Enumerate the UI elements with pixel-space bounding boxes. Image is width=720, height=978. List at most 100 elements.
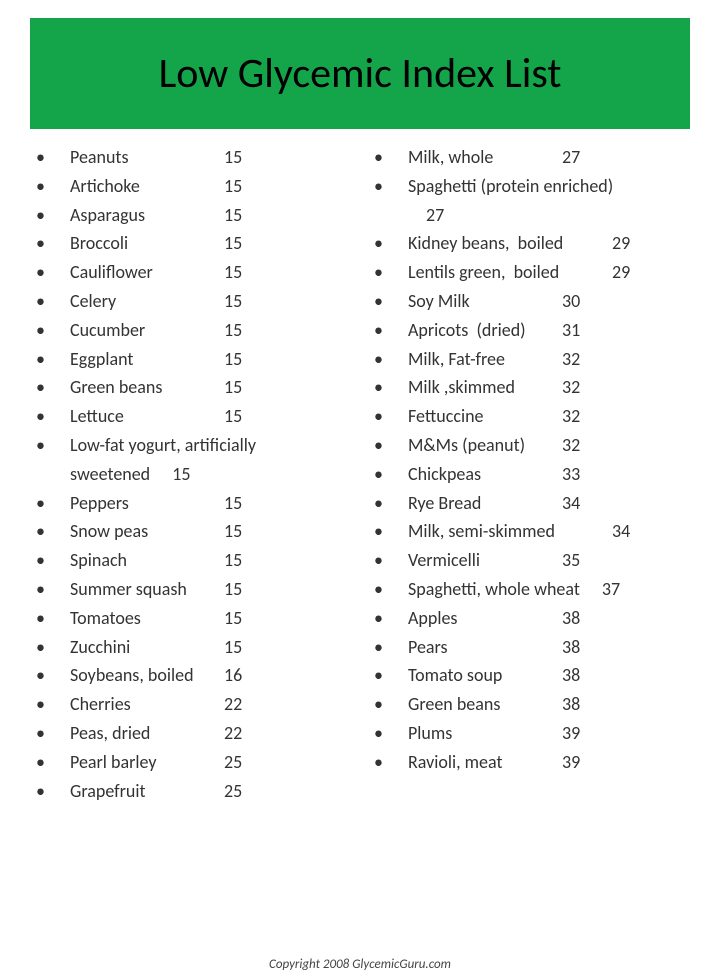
food-name: Apricots (dried) [408, 316, 562, 345]
list-item-text: Peanuts15 [60, 143, 354, 172]
bullet-icon: • [28, 777, 60, 806]
list-item-text: Asparagus15 [60, 201, 354, 230]
list-item: •Tomatoes15 [28, 604, 354, 633]
list-item: •Ravioli, meat39 [366, 748, 692, 777]
bullet-icon: • [366, 431, 398, 460]
bullet-icon: • [28, 489, 60, 518]
bullet-icon: • [28, 661, 60, 690]
food-name: M&Ms (peanut) [408, 431, 562, 460]
list-item-text: Ravioli, meat39 [398, 748, 692, 777]
list-item: •Milk, Fat-free32 [366, 345, 692, 374]
list-item-text: Kidney beans, boiled29 [398, 229, 692, 258]
bullet-icon: • [28, 517, 60, 546]
bullet-icon: • [366, 229, 398, 258]
bullet-icon: • [366, 489, 398, 518]
list-item: •Eggplant15 [28, 345, 354, 374]
list-item-text: Cherries22 [60, 690, 354, 719]
list-item-text: Milk, semi-skimmed34 [398, 517, 692, 546]
bullet-icon: • [28, 575, 60, 604]
gi-value: 38 [562, 661, 580, 690]
list-item: •Spaghetti (protein enriched) 27 [366, 172, 692, 230]
list-item-text: Pearl barley25 [60, 748, 354, 777]
gi-value: 37 [602, 578, 620, 600]
list-item: •Milk ,skimmed32 [366, 373, 692, 402]
food-name: Artichoke [70, 172, 224, 201]
list-item-text: Pears38 [398, 633, 692, 662]
gi-value: 32 [562, 345, 580, 374]
list-item-text: Vermicelli35 [398, 546, 692, 575]
food-name: Snow peas [70, 517, 224, 546]
gi-value: 29 [612, 229, 630, 258]
gi-value: 22 [224, 719, 242, 748]
food-name: Vermicelli [408, 546, 562, 575]
list-item-text: Lettuce15 [60, 402, 354, 431]
food-name: Soybeans, boiled [70, 661, 224, 690]
bullet-icon: • [366, 748, 398, 777]
list-item-text: Peas, dried22 [60, 719, 354, 748]
gi-value: 34 [612, 517, 630, 546]
list-item: •Pears38 [366, 633, 692, 662]
gi-value: 15 [224, 604, 242, 633]
gi-value: 27 [562, 143, 580, 172]
food-name: Cherries [70, 690, 224, 719]
bullet-icon: • [28, 316, 60, 345]
food-name: Green beans [70, 373, 224, 402]
list-item-text: Green beans38 [398, 690, 692, 719]
gi-value: 39 [562, 719, 580, 748]
list-column-left: •Peanuts15•Artichoke15•Asparagus15•Brocc… [28, 143, 354, 805]
gi-value: 15 [224, 287, 242, 316]
gi-value: 32 [562, 402, 580, 431]
food-name: Apples [408, 604, 562, 633]
bullet-icon: • [28, 748, 60, 777]
gi-value: 29 [612, 258, 630, 287]
list-item-text: Rye Bread34 [398, 489, 692, 518]
bullet-icon: • [366, 287, 398, 316]
list-item-text: Tomato soup38 [398, 661, 692, 690]
gi-value: 33 [562, 460, 580, 489]
list-item-text: Plums39 [398, 719, 692, 748]
food-name: Cauliflower [70, 258, 224, 287]
list-item-text: Broccoli15 [60, 229, 354, 258]
list-item-text: Chickpeas33 [398, 460, 692, 489]
food-name: Spaghetti (protein enriched) [408, 175, 613, 197]
food-name: Green beans [408, 690, 562, 719]
list-item: •Peas, dried22 [28, 719, 354, 748]
list-item-text: Low-fat yogurt, artificially sweetened 1… [60, 431, 294, 489]
bullet-icon: • [366, 604, 398, 633]
bullet-icon: • [366, 373, 398, 402]
gi-value: 15 [224, 546, 242, 575]
food-name: Cucumber [70, 316, 224, 345]
food-name: Spaghetti, whole wheat [408, 578, 580, 600]
list-item-text: Summer squash15 [60, 575, 354, 604]
list-item-text: Apricots (dried)31 [398, 316, 692, 345]
list-item: •Plums39 [366, 719, 692, 748]
bullet-icon: • [28, 201, 60, 230]
page-title: Low Glycemic Index List [50, 48, 670, 99]
gi-value: 25 [224, 748, 242, 777]
bullet-icon: • [366, 690, 398, 719]
food-name: Summer squash [70, 575, 224, 604]
gi-value: 38 [562, 633, 580, 662]
bullet-icon: • [366, 517, 398, 546]
food-name: Asparagus [70, 201, 224, 230]
food-name: Milk, Fat-free [408, 345, 562, 374]
list-item: •Grapefruit25 [28, 777, 354, 806]
list-item: •Spinach15 [28, 546, 354, 575]
bullet-icon: • [366, 258, 398, 287]
list-item: •Summer squash15 [28, 575, 354, 604]
list-item-text: Celery15 [60, 287, 354, 316]
list-item: •Cauliflower15 [28, 258, 354, 287]
food-name: Zucchini [70, 633, 224, 662]
list-item-text: Spinach15 [60, 546, 354, 575]
list-item-text: Eggplant15 [60, 345, 354, 374]
list-item: •Cucumber15 [28, 316, 354, 345]
gi-value: 35 [562, 546, 580, 575]
list-item: •Rye Bread34 [366, 489, 692, 518]
food-name: Eggplant [70, 345, 224, 374]
list-item-text: Zucchini15 [60, 633, 354, 662]
bullet-icon: • [28, 546, 60, 575]
bullet-icon: • [28, 258, 60, 287]
bullet-icon: • [366, 172, 398, 201]
list-item: •Low-fat yogurt, artificially sweetened … [28, 431, 354, 489]
list-item-text: Milk, Fat-free32 [398, 345, 692, 374]
